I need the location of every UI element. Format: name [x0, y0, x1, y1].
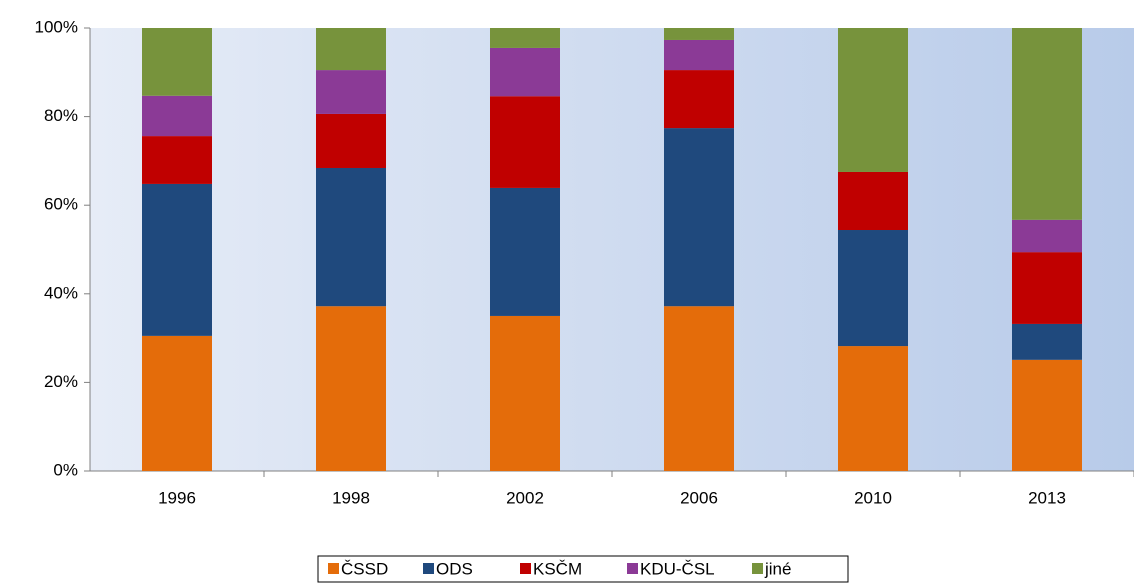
- x-tick-label: 2010: [854, 488, 892, 507]
- legend-label: ODS: [436, 559, 473, 578]
- y-tick-label: 0%: [53, 460, 78, 479]
- x-tick-label: 2006: [680, 488, 718, 507]
- y-tick-label: 80%: [44, 106, 78, 125]
- bar-segment: [838, 28, 908, 172]
- legend-swatch: [520, 563, 531, 574]
- y-tick-label: 100%: [35, 17, 78, 36]
- legend-swatch: [627, 563, 638, 574]
- bar-segment: [1012, 323, 1082, 360]
- bar-segment: [142, 335, 212, 471]
- x-tick-label: 1996: [158, 488, 196, 507]
- bar-segment: [316, 306, 386, 471]
- y-tick-label: 40%: [44, 283, 78, 302]
- bar-segment: [838, 346, 908, 471]
- bar-segment: [664, 70, 734, 129]
- bar-segment: [1012, 28, 1082, 220]
- x-tick-label: 2002: [506, 488, 544, 507]
- bar-segment: [490, 96, 560, 188]
- legend-label: KDU-ČSL: [640, 559, 715, 578]
- bar-segment: [490, 28, 560, 48]
- y-tick-label: 60%: [44, 195, 78, 214]
- legend-swatch: [423, 563, 434, 574]
- legend-swatch: [752, 563, 763, 574]
- bar-segment: [1012, 252, 1082, 324]
- bar-segment: [838, 230, 908, 347]
- bar-segment: [664, 28, 734, 40]
- bar-segment: [664, 306, 734, 471]
- legend-label: KSČM: [533, 559, 582, 578]
- bar-segment: [838, 171, 908, 231]
- bar-segment: [142, 95, 212, 137]
- y-tick-label: 20%: [44, 372, 78, 391]
- bar-segment: [1012, 219, 1082, 253]
- bar-segment: [316, 70, 386, 114]
- bar-segment: [142, 28, 212, 96]
- bar-segment: [664, 128, 734, 307]
- legend-label: ČSSD: [341, 559, 388, 578]
- bar-segment: [490, 187, 560, 316]
- bar-segment: [316, 113, 386, 168]
- bar-segment: [316, 167, 386, 307]
- legend-label: jiné: [764, 559, 791, 578]
- bar-segment: [490, 47, 560, 97]
- bar-segment: [664, 39, 734, 71]
- x-tick-label: 1998: [332, 488, 370, 507]
- bar-segment: [142, 183, 212, 336]
- x-tick-label: 2013: [1028, 488, 1066, 507]
- bar-segment: [1012, 359, 1082, 471]
- bar-segment: [142, 136, 212, 184]
- plot-area: [90, 28, 1134, 471]
- bar-segment: [316, 28, 386, 71]
- bar-segment: [490, 315, 560, 471]
- legend-swatch: [328, 563, 339, 574]
